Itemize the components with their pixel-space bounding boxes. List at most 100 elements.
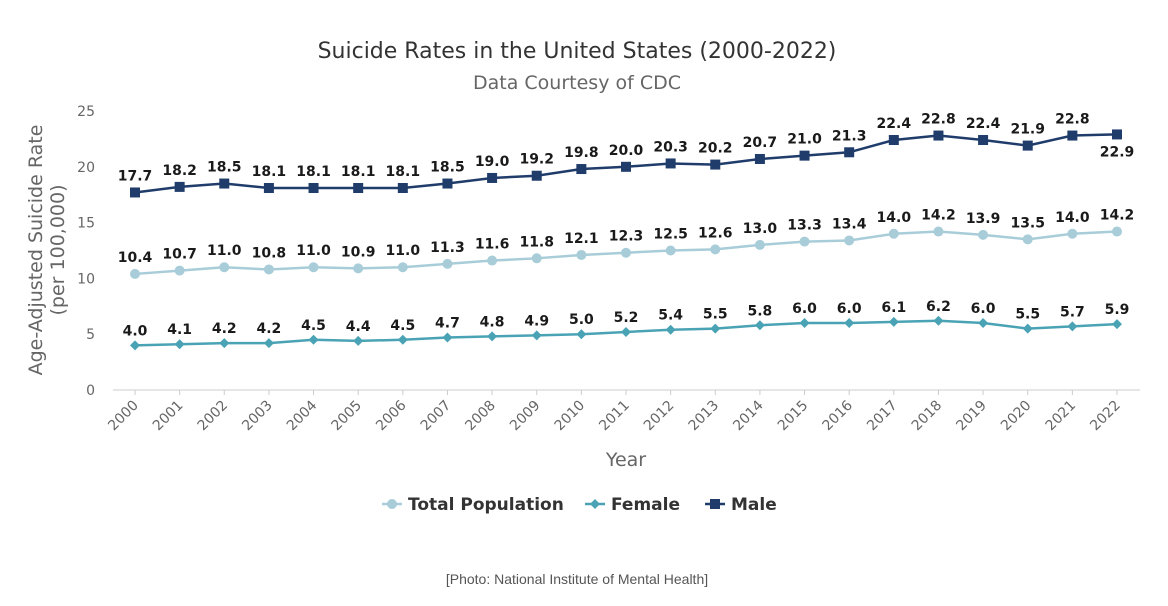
data-labels: 10.4 10.7 11.0 10.8 11.0 10.9 11.0 11.3 11.6 11.8… bbox=[118, 112, 1135, 340]
total-population-data-label: 11.8 bbox=[519, 234, 554, 250]
x-tick-label: 2007 bbox=[418, 398, 455, 435]
male-point bbox=[710, 159, 721, 170]
male-point bbox=[844, 147, 855, 158]
female-data-label: 5.2 bbox=[614, 310, 639, 326]
male-point bbox=[1067, 130, 1078, 141]
male-point bbox=[1112, 129, 1122, 140]
female-data-label: 5.7 bbox=[1060, 304, 1085, 320]
total-population-data-label: 13.5 bbox=[1010, 215, 1045, 231]
total-population-point bbox=[754, 239, 765, 250]
male-data-label: 18.1 bbox=[386, 164, 421, 180]
total-population-data-label: 13.4 bbox=[832, 216, 867, 232]
male-data-label: 18.1 bbox=[341, 164, 376, 180]
total-population-data-label: 13.0 bbox=[743, 221, 778, 237]
female-data-label: 6.1 bbox=[881, 300, 906, 316]
female-point bbox=[531, 330, 542, 341]
series-total-population bbox=[130, 226, 1122, 279]
total-population-data-label: 13.3 bbox=[787, 218, 822, 234]
male-point bbox=[799, 150, 810, 161]
y-tick-label: 20 bbox=[77, 160, 95, 176]
female-data-label: 4.8 bbox=[480, 314, 505, 330]
total-population-point bbox=[397, 262, 408, 273]
female-point bbox=[888, 316, 899, 327]
y-tick-label: 25 bbox=[77, 104, 95, 120]
legend-swatch-marker bbox=[590, 499, 600, 509]
total-population-data-label: 11.6 bbox=[475, 237, 510, 253]
total-population-point bbox=[308, 262, 319, 273]
total-population-data-label: 11.0 bbox=[296, 243, 331, 259]
total-population-point bbox=[219, 262, 230, 273]
x-tick-label: 2003 bbox=[239, 398, 276, 435]
x-tick-label: 2006 bbox=[373, 397, 410, 434]
male-data-label: 21.3 bbox=[832, 128, 867, 144]
female-data-label: 6.0 bbox=[971, 301, 996, 317]
x-tick-label: 2004 bbox=[284, 397, 321, 434]
y-axis-title: Age-Adjusted Suicide Rate (per 100,000) bbox=[25, 125, 69, 376]
x-tick-label: 2000 bbox=[105, 398, 142, 435]
total-population-data-label: 13.9 bbox=[966, 211, 1001, 227]
female-data-label: 4.1 bbox=[167, 322, 192, 338]
male-point bbox=[754, 153, 765, 164]
female-point bbox=[263, 338, 274, 349]
total-population-data-label: 10.7 bbox=[162, 247, 197, 263]
female-point bbox=[1067, 321, 1078, 332]
y-axis-title-unit: (per 100,000) bbox=[47, 185, 69, 316]
male-data-label: 18.2 bbox=[162, 163, 197, 179]
total-population-point bbox=[799, 236, 810, 247]
female-data-label: 4.0 bbox=[123, 323, 148, 339]
male-data-label: 22.4 bbox=[966, 116, 1001, 132]
total-population-data-label: 10.8 bbox=[252, 245, 287, 261]
total-population-data-label: 14.2 bbox=[921, 208, 956, 224]
female-data-label: 5.0 bbox=[569, 312, 594, 328]
total-population-point bbox=[710, 244, 721, 255]
female-point bbox=[799, 318, 810, 329]
total-population-point bbox=[888, 228, 899, 239]
total-population-data-label: 12.1 bbox=[564, 231, 599, 247]
x-tick-label: 2009 bbox=[507, 398, 544, 435]
female-data-label: 5.4 bbox=[658, 308, 683, 324]
male-point bbox=[933, 130, 944, 141]
x-tick-label: 2008 bbox=[462, 398, 499, 435]
male-data-label: 18.5 bbox=[430, 160, 465, 176]
legend-item-male: Male bbox=[705, 495, 777, 515]
male-data-label: 22.8 bbox=[921, 112, 956, 128]
female-point bbox=[754, 320, 765, 331]
legend-swatch-marker bbox=[387, 499, 397, 509]
total-population-data-label: 14.0 bbox=[1055, 210, 1090, 226]
male-point bbox=[1022, 140, 1033, 151]
total-population-data-label: 10.9 bbox=[341, 244, 376, 260]
total-population-data-label: 11.3 bbox=[430, 240, 465, 256]
female-data-label: 5.5 bbox=[703, 307, 728, 323]
total-population-point bbox=[978, 229, 989, 240]
x-tick-label: 2018 bbox=[909, 398, 946, 435]
legend-label: Female bbox=[611, 495, 680, 515]
x-tick-label: 2001 bbox=[150, 398, 187, 435]
female-point bbox=[1022, 323, 1033, 334]
female-point bbox=[219, 338, 230, 349]
female-data-label: 4.2 bbox=[212, 321, 237, 337]
female-data-label: 5.9 bbox=[1105, 302, 1130, 318]
y-tick-label: 10 bbox=[77, 271, 95, 287]
y-tick-label: 15 bbox=[77, 216, 95, 232]
series-layer bbox=[130, 129, 1122, 351]
total-population-point bbox=[442, 258, 453, 269]
male-data-label: 21.0 bbox=[787, 132, 822, 148]
x-tick-label: 2012 bbox=[641, 398, 678, 435]
total-population-data-label: 11.0 bbox=[207, 243, 242, 259]
total-population-point bbox=[576, 249, 587, 260]
female-point bbox=[442, 332, 453, 343]
female-point bbox=[308, 334, 319, 345]
male-point bbox=[621, 161, 631, 172]
female-point bbox=[978, 318, 989, 329]
x-tick-label: 2005 bbox=[328, 398, 365, 435]
male-data-label: 20.0 bbox=[609, 143, 644, 159]
male-point bbox=[308, 183, 319, 194]
x-tick-label: 2021 bbox=[1043, 398, 1080, 435]
total-population-data-label: 12.6 bbox=[698, 225, 733, 241]
male-point bbox=[442, 178, 453, 189]
y-tick-label: 0 bbox=[86, 383, 95, 399]
total-population-point bbox=[665, 245, 676, 256]
female-data-label: 4.9 bbox=[524, 313, 549, 329]
legend-label: Total Population bbox=[408, 495, 564, 515]
